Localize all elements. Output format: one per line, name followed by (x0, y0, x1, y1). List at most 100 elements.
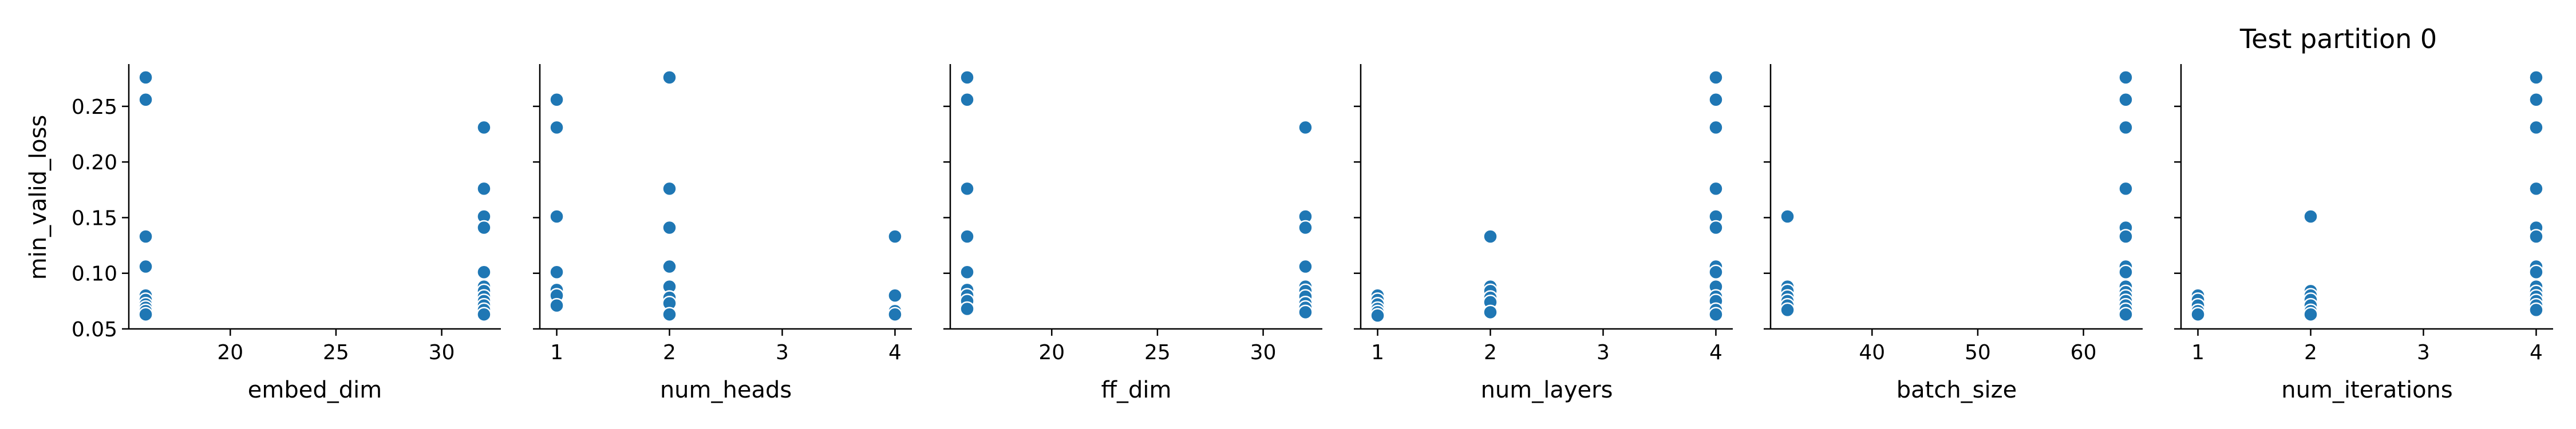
panel-num_iterations: 1 2 3 4 num_iterations (2174, 64, 2553, 403)
x-tick-label: 4 (888, 341, 902, 364)
data-point (476, 264, 492, 280)
x-tick-label: 1 (1371, 341, 1384, 364)
y-tick-label: 0.25 (72, 96, 117, 119)
x-tick-label: 1 (2191, 341, 2204, 364)
panel-embed_dim: 0.05 0.10 0.15 0.20 0.25 20 25 30 embed_dim (72, 64, 501, 403)
data-point (2528, 302, 2544, 318)
data-point (1708, 120, 1724, 136)
x-tick-label: 20 (217, 341, 243, 364)
data-point (1708, 70, 1724, 85)
data-point (959, 229, 975, 244)
x-tick-label: 40 (1859, 341, 1885, 364)
data-point (2528, 181, 2544, 197)
x-tick-label: 3 (2417, 341, 2430, 364)
data-point (887, 288, 903, 303)
data-point (549, 209, 564, 224)
data-point (2528, 70, 2544, 85)
data-point (1483, 229, 1498, 244)
data-point (1780, 302, 1795, 318)
x-tick-label: 30 (1250, 341, 1277, 364)
panel-num_heads: 1 2 3 4 num_heads (533, 64, 912, 403)
x-tick-label: 4 (2530, 341, 2543, 364)
data-point (1708, 181, 1724, 197)
x-tick-label: 20 (1038, 341, 1065, 364)
data-point (1708, 92, 1724, 108)
x-tick-label: 3 (1597, 341, 1610, 364)
data-point (2118, 229, 2134, 244)
data-point (887, 307, 903, 322)
x-tick-label: 1 (550, 341, 563, 364)
data-point (2118, 120, 2134, 136)
data-point (1780, 209, 1795, 224)
data-point (1708, 307, 1724, 322)
data-point (2528, 264, 2544, 280)
x-tick-label: 50 (1965, 341, 1991, 364)
x-tick-label: 25 (1144, 341, 1171, 364)
x-axis-label: batch_size (1897, 377, 2017, 403)
panel-num_layers: 1 2 3 4 num_layers (1354, 64, 1733, 403)
data-point (662, 259, 677, 275)
data-point (549, 92, 564, 108)
data-point (138, 70, 153, 85)
y-axis-label: min_valid_loss (25, 115, 52, 280)
panel-ff_dim: 20 25 30 ff_dim (943, 64, 1322, 403)
data-point (959, 264, 975, 280)
data-point (138, 259, 153, 275)
data-point (959, 301, 975, 317)
x-axis-label: embed_dim (248, 377, 382, 403)
data-point (138, 229, 153, 244)
x-tick-label: 2 (1484, 341, 1497, 364)
data-point (662, 307, 677, 322)
data-point (476, 220, 492, 236)
data-point (959, 70, 975, 85)
x-tick-label: 2 (663, 341, 676, 364)
data-point (2303, 307, 2318, 322)
x-tick-label: 30 (429, 341, 455, 364)
scatter-panels: 0.05 0.10 0.15 0.20 0.25 20 25 30 embed_dim 1 2 3 4 n… (72, 64, 2553, 403)
data-point (662, 220, 677, 236)
data-point (2190, 307, 2206, 322)
y-tick-label: 0.20 (72, 151, 117, 174)
data-point (2528, 120, 2544, 136)
data-point (549, 120, 564, 136)
x-axis-label: num_layers (1481, 377, 1613, 403)
x-tick-label: 3 (776, 341, 789, 364)
data-point (1298, 259, 1313, 275)
data-point (476, 307, 492, 322)
data-point (2528, 229, 2544, 244)
x-tick-label: 4 (1709, 341, 1722, 364)
data-point (549, 297, 564, 313)
data-point (549, 264, 564, 280)
data-point (1298, 220, 1313, 236)
data-point (476, 181, 492, 197)
data-point (476, 120, 492, 136)
data-point (887, 229, 903, 244)
data-point (2303, 209, 2318, 224)
data-point (2118, 70, 2134, 85)
x-tick-label: 25 (323, 341, 349, 364)
y-tick-label: 0.15 (72, 206, 117, 230)
x-tick-label: 2 (2304, 341, 2317, 364)
data-point (662, 70, 677, 85)
data-point (2118, 181, 2134, 197)
x-tick-label: 60 (2071, 341, 2097, 364)
data-point (662, 181, 677, 197)
data-point (1298, 304, 1313, 320)
data-point (2118, 92, 2134, 108)
data-point (1370, 308, 1385, 323)
panel-batch_size: 40 50 60 batch_size (1764, 64, 2143, 403)
data-point (2118, 307, 2134, 322)
x-axis-label: ff_dim (1101, 377, 1171, 403)
x-axis-label: num_heads (660, 377, 792, 403)
data-point (2118, 264, 2134, 280)
data-point (1483, 304, 1498, 320)
x-axis-label: num_iterations (2281, 377, 2453, 403)
chart-title: Test partition 0 (2239, 23, 2437, 54)
data-point (1708, 220, 1724, 236)
data-point (1298, 120, 1313, 136)
data-point (959, 92, 975, 108)
data-point (138, 307, 153, 322)
y-tick-label: 0.05 (72, 318, 117, 341)
data-point (959, 181, 975, 197)
